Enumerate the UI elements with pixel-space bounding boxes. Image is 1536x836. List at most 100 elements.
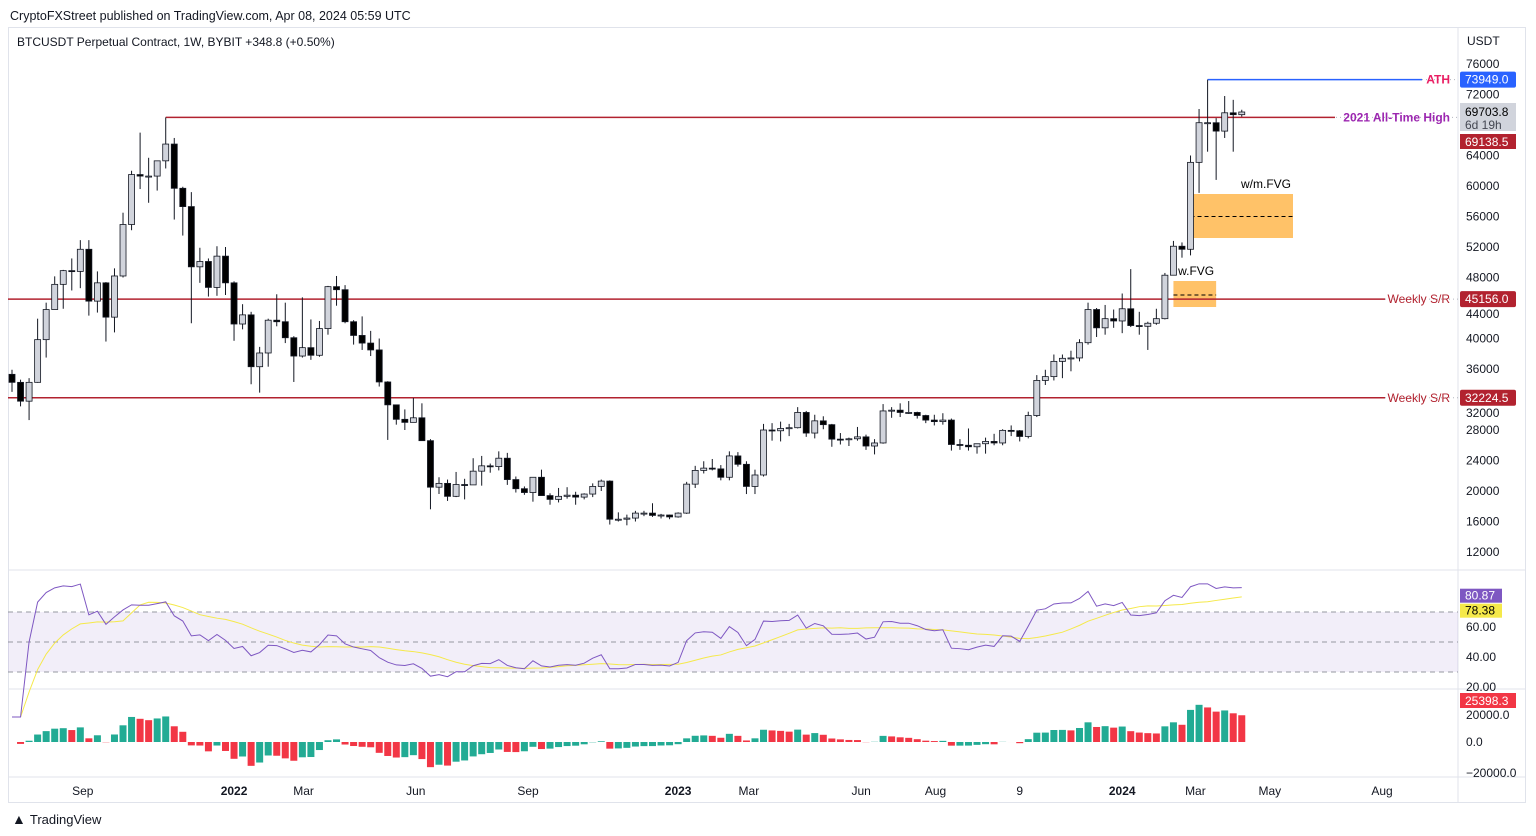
last-price-badge bbox=[1460, 103, 1516, 131]
histogram-bar bbox=[982, 742, 990, 745]
candle bbox=[170, 143, 178, 189]
histogram-bar bbox=[444, 742, 452, 766]
price-tick: 56000 bbox=[1466, 210, 1500, 224]
histogram-bar bbox=[1093, 726, 1101, 742]
chart-frame bbox=[8, 27, 1526, 803]
histogram-bar bbox=[802, 734, 810, 742]
candle bbox=[922, 415, 930, 421]
price-badge-text: 45156.0 bbox=[1465, 292, 1509, 306]
histogram-bar bbox=[128, 716, 136, 742]
histogram-bar bbox=[1041, 732, 1049, 742]
candle bbox=[427, 440, 434, 488]
histogram-bar bbox=[85, 738, 93, 742]
histogram-bar bbox=[939, 740, 947, 742]
histogram-bar bbox=[811, 733, 819, 742]
histogram-bar bbox=[836, 739, 844, 742]
time-tick: Mar bbox=[739, 784, 760, 798]
candle bbox=[1204, 122, 1211, 125]
candle bbox=[1041, 376, 1049, 381]
histogram-bar bbox=[623, 742, 631, 748]
candle bbox=[1195, 122, 1203, 163]
histogram-bar bbox=[153, 718, 161, 742]
histogram-bar bbox=[537, 742, 545, 750]
tradingview-logo-icon: ▲ bbox=[12, 811, 26, 827]
price-tick: 48000 bbox=[1466, 271, 1500, 285]
histogram-bar bbox=[1127, 731, 1135, 742]
time-tick: Jun bbox=[851, 784, 870, 798]
time-tick: Aug bbox=[925, 784, 946, 798]
candle bbox=[68, 270, 76, 273]
candle bbox=[683, 483, 691, 514]
candle bbox=[657, 514, 665, 517]
histogram-bar bbox=[640, 742, 648, 747]
candle bbox=[1161, 274, 1169, 320]
rsi-ma-value: 78.38 bbox=[1465, 604, 1495, 618]
candle bbox=[17, 381, 24, 402]
candle bbox=[478, 465, 486, 472]
tradingview-logo[interactable]: ▲ TradingView bbox=[12, 811, 101, 827]
histogram-bar bbox=[1195, 704, 1203, 742]
time-tick: 2023 bbox=[665, 784, 692, 798]
histogram-bar bbox=[213, 742, 221, 746]
candle bbox=[350, 321, 358, 336]
histogram-bar bbox=[298, 742, 306, 758]
histogram-bar bbox=[631, 742, 639, 747]
histogram-bar bbox=[401, 742, 409, 758]
histogram-bar bbox=[264, 742, 272, 756]
candle bbox=[1170, 245, 1177, 276]
level-label: 2021 All-Time High bbox=[1343, 110, 1450, 124]
histogram-bar bbox=[503, 742, 511, 752]
candle bbox=[666, 514, 673, 518]
histogram-bar bbox=[649, 742, 656, 747]
histogram-bar bbox=[674, 742, 682, 745]
candle bbox=[1067, 357, 1075, 360]
histogram-bar bbox=[273, 742, 281, 756]
candle bbox=[128, 174, 135, 225]
histogram-bar bbox=[358, 742, 366, 747]
histogram-bar bbox=[1024, 739, 1032, 742]
histogram-tick: −20000.0 bbox=[1466, 766, 1517, 780]
time-tick: Aug bbox=[1371, 784, 1392, 798]
histogram-bar bbox=[1238, 715, 1246, 742]
price-badge-text: 32224.5 bbox=[1465, 391, 1509, 405]
candle bbox=[700, 467, 708, 471]
rsi-tick: 60.00 bbox=[1466, 620, 1496, 634]
histogram-bar bbox=[930, 741, 938, 742]
histogram-bar bbox=[1152, 733, 1160, 742]
candle bbox=[734, 455, 742, 465]
histogram-bar bbox=[597, 741, 605, 742]
candle bbox=[358, 335, 366, 344]
symbol-legend[interactable]: BTCUSDT Perpetual Contract, 1W, BYBIT +3… bbox=[17, 35, 335, 49]
candle bbox=[307, 347, 315, 356]
histogram-bar bbox=[315, 742, 323, 751]
last-price-text: 69703.8 bbox=[1465, 105, 1509, 119]
histogram-bar bbox=[794, 729, 802, 742]
histogram-bar bbox=[110, 734, 118, 742]
candle bbox=[1152, 318, 1160, 324]
candle bbox=[725, 455, 733, 478]
candle bbox=[1076, 342, 1083, 359]
histogram-bar bbox=[136, 718, 144, 742]
candle bbox=[196, 261, 204, 268]
candle bbox=[1144, 322, 1152, 327]
currency-label[interactable]: USDT bbox=[1467, 34, 1500, 48]
histogram-bar bbox=[281, 742, 289, 759]
candle bbox=[948, 419, 955, 445]
candle bbox=[828, 424, 836, 440]
histogram-bar bbox=[614, 742, 622, 749]
candle bbox=[341, 289, 349, 323]
histogram-bar bbox=[1050, 729, 1058, 742]
level-label: Weekly S/R bbox=[1388, 391, 1451, 405]
candle bbox=[1187, 161, 1194, 250]
candle bbox=[102, 282, 110, 318]
candle bbox=[982, 441, 989, 445]
candle bbox=[1024, 415, 1032, 437]
candle bbox=[632, 512, 639, 519]
candle bbox=[862, 436, 870, 447]
candle bbox=[486, 465, 494, 468]
histogram-bar bbox=[375, 742, 383, 753]
candle bbox=[367, 342, 375, 351]
candle bbox=[1135, 325, 1143, 327]
candle bbox=[1238, 111, 1246, 116]
